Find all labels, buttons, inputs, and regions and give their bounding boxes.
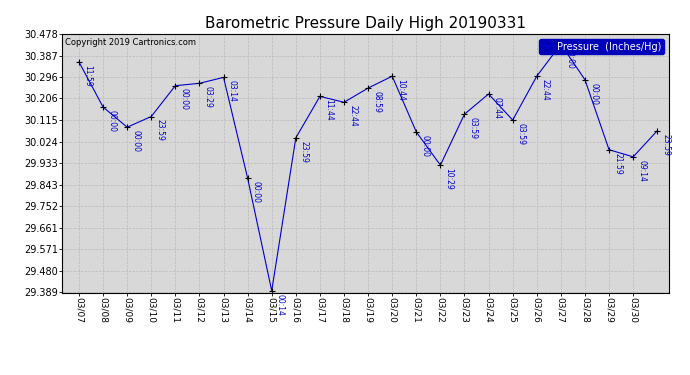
Text: 11:44: 11:44 <box>324 99 333 121</box>
Text: 21:59: 21:59 <box>613 153 622 174</box>
Text: 09:14: 09:14 <box>638 160 647 182</box>
Text: 00:00: 00:00 <box>252 181 261 203</box>
Text: 00:00: 00:00 <box>589 82 598 105</box>
Text: 00:00: 00:00 <box>179 88 188 111</box>
Text: 03:29: 03:29 <box>204 86 213 108</box>
Text: 10:29: 10:29 <box>444 168 453 190</box>
Text: 00:00: 00:00 <box>107 110 116 132</box>
Text: 07:44: 07:44 <box>493 97 502 119</box>
Text: 00:00: 00:00 <box>420 135 429 157</box>
Text: 03:14: 03:14 <box>228 80 237 102</box>
Text: 23:59: 23:59 <box>662 134 671 155</box>
Text: 03:59: 03:59 <box>517 123 526 145</box>
Text: 22:44: 22:44 <box>348 105 357 127</box>
Text: 10:44: 10:44 <box>396 79 405 101</box>
Text: 00:14: 00:14 <box>276 294 285 315</box>
Text: 00:00: 00:00 <box>131 130 140 152</box>
Legend: Pressure  (Inches/Hg): Pressure (Inches/Hg) <box>539 39 664 54</box>
Text: 08:59: 08:59 <box>373 91 382 113</box>
Text: 23:59: 23:59 <box>300 141 309 162</box>
Title: Barometric Pressure Daily High 20190331: Barometric Pressure Daily High 20190331 <box>205 16 526 31</box>
Text: Copyright 2019 Cartronics.com: Copyright 2019 Cartronics.com <box>65 38 196 46</box>
Text: 03:59: 03:59 <box>469 117 477 139</box>
Text: 10:00: 10:00 <box>565 47 574 69</box>
Text: 11:59: 11:59 <box>83 65 92 87</box>
Text: 23:59: 23:59 <box>155 119 164 141</box>
Text: 22:44: 22:44 <box>541 79 550 101</box>
